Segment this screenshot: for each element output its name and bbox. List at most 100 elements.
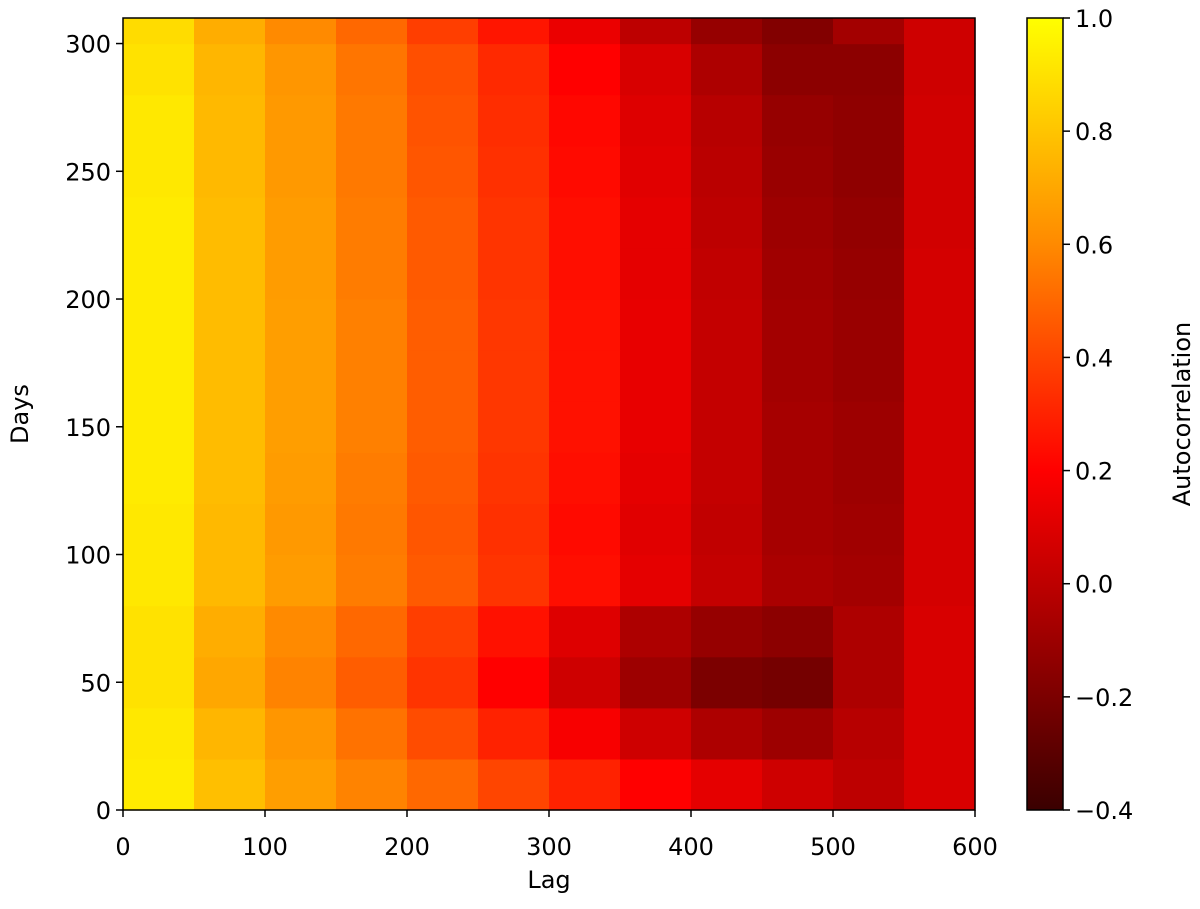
heatmap-cell (833, 43, 905, 96)
heatmap-cell (833, 707, 905, 760)
heatmap-cell (549, 452, 621, 505)
heatmap-cell (478, 43, 550, 96)
heatmap-cell (336, 350, 408, 402)
heatmap-cell (123, 656, 195, 709)
heatmap-cell (620, 656, 692, 709)
x-tick-label: 600 (952, 833, 998, 861)
heatmap-cell (904, 401, 976, 453)
heatmap-cell (904, 452, 976, 505)
y-tick-label: 100 (65, 542, 111, 570)
heatmap-cell (762, 247, 834, 300)
heatmap-cell (904, 43, 976, 96)
heatmap-cell (194, 196, 266, 249)
heatmap-cell (407, 656, 479, 709)
heatmap-cell (620, 350, 692, 402)
heatmap-cell (407, 196, 479, 249)
heatmap-cell (336, 196, 408, 249)
x-tick-label: 0 (115, 833, 130, 861)
heatmap-cell (762, 605, 834, 658)
heatmap-cell (194, 350, 266, 402)
heatmap-cell (691, 43, 763, 96)
heatmap-cell (904, 503, 976, 556)
heatmap-cell (549, 605, 621, 658)
heatmap-cell (336, 401, 408, 453)
heatmap-cell (762, 299, 834, 351)
heatmap-cell (336, 707, 408, 760)
heatmap-cell (691, 94, 763, 147)
y-tick-label: 300 (65, 31, 111, 59)
heatmap-cell (620, 196, 692, 249)
heatmap-cell (833, 196, 905, 249)
heatmap-cell (265, 145, 337, 198)
heatmap-cell (478, 299, 550, 351)
heatmap-cell (194, 503, 266, 556)
heatmap-cell (194, 554, 266, 607)
heatmap-cell (762, 94, 834, 147)
heatmap-cell (123, 758, 195, 811)
y-tick-label: 150 (65, 414, 111, 442)
heatmap-cell (123, 401, 195, 453)
heatmap-cell (407, 605, 479, 658)
heatmap-cell (691, 758, 763, 811)
heatmap-cell (265, 605, 337, 658)
heatmap-cell (265, 299, 337, 351)
heatmap-cell (620, 707, 692, 760)
heatmap-cell (904, 758, 976, 811)
heatmap-cell (833, 605, 905, 658)
heatmap-cell (620, 401, 692, 453)
heatmap-cell (265, 758, 337, 811)
heatmap-cell (620, 145, 692, 198)
heatmap-cell (194, 94, 266, 147)
heatmap-cell (194, 707, 266, 760)
heatmap-cell (478, 503, 550, 556)
heatmap-cell (833, 554, 905, 607)
heatmap-cell (407, 18, 479, 45)
heatmap-cell (833, 758, 905, 811)
heatmap-cell (762, 18, 834, 45)
heatmap-cell (123, 145, 195, 198)
x-tick-label: 500 (810, 833, 856, 861)
heatmap-cell (478, 145, 550, 198)
heatmap-cell (265, 94, 337, 147)
heatmap-cell (762, 503, 834, 556)
heatmap-cell (762, 707, 834, 760)
heatmap-cell (194, 299, 266, 351)
heatmap-cell (336, 656, 408, 709)
heatmap-cell (833, 503, 905, 556)
heatmap-cell (265, 503, 337, 556)
heatmap-cell (691, 196, 763, 249)
heatmap-cell (549, 656, 621, 709)
heatmap-cell (620, 43, 692, 96)
x-tick-label: 400 (668, 833, 714, 861)
y-axis-label: Days (6, 384, 34, 444)
heatmap-cell (691, 656, 763, 709)
heatmap-cell (123, 299, 195, 351)
heatmap-cell (904, 247, 976, 300)
heatmap-cell (620, 299, 692, 351)
heatmap-cell (762, 196, 834, 249)
heatmap-cell (904, 145, 976, 198)
heatmap-cell (833, 452, 905, 505)
y-tick-label: 50 (80, 669, 111, 697)
heatmap-cell (478, 452, 550, 505)
heatmap-cell (762, 350, 834, 402)
heatmap-cell (691, 247, 763, 300)
heatmap-cell (123, 707, 195, 760)
x-tick-label: 100 (242, 833, 288, 861)
colorbar-tick-label: 1.0 (1075, 5, 1113, 33)
heatmap-cell (833, 145, 905, 198)
heatmap-cell (904, 196, 976, 249)
heatmap-cell (407, 554, 479, 607)
heatmap-cell (620, 247, 692, 300)
heatmap-cell (265, 18, 337, 45)
heatmap-cell (549, 401, 621, 453)
heatmap-cell (833, 401, 905, 453)
heatmap-cell (620, 605, 692, 658)
heatmap-cell (549, 350, 621, 402)
heatmap-cell (833, 350, 905, 402)
heatmap-cell (336, 247, 408, 300)
heatmap-cell (265, 43, 337, 96)
heatmap-cell (336, 18, 408, 45)
heatmap-cell (478, 656, 550, 709)
heatmap-cell (620, 758, 692, 811)
